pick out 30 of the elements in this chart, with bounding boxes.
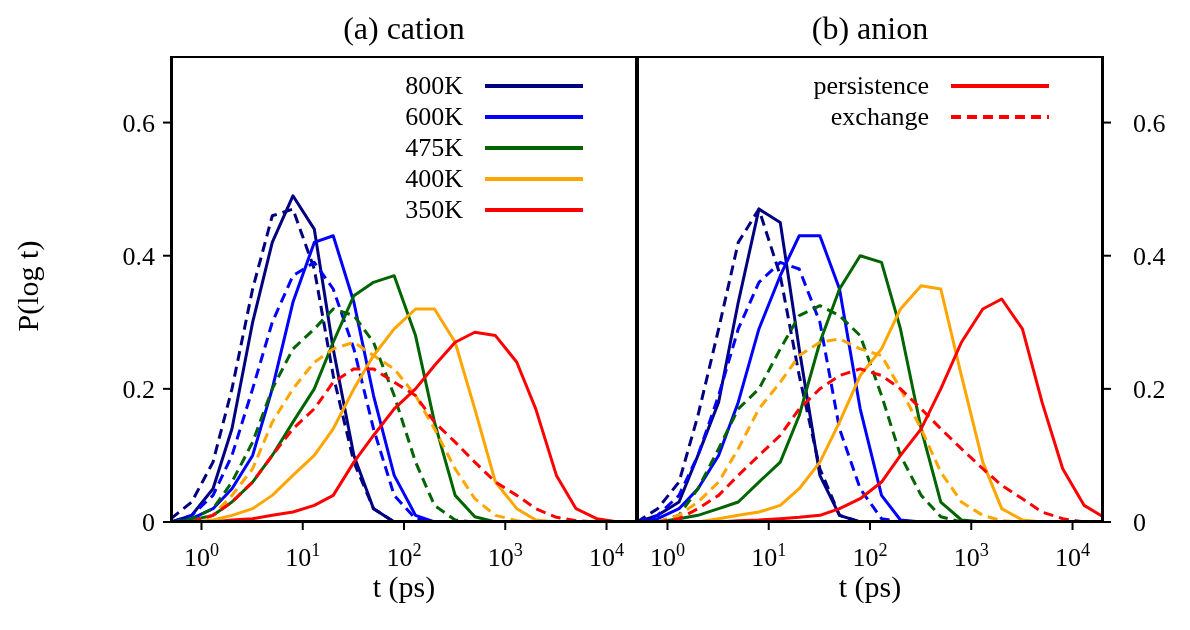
- y2-tick-label: 0.2: [1133, 374, 1166, 404]
- legend-label: exchange: [830, 101, 929, 132]
- x-tick-label: 10$^{1}$: [751, 540, 787, 572]
- x-tick-label: 10$^{2}$: [852, 540, 888, 572]
- x-tick-label: 10$^{2}$: [386, 540, 422, 572]
- y-tick-label: 0.6: [122, 108, 155, 138]
- x-axis-title: t (ps): [838, 570, 902, 603]
- y-axis-title: P(log t): [11, 239, 45, 334]
- y-tick-label: 0.4: [122, 241, 155, 271]
- chart-title: (b) anion: [810, 10, 930, 47]
- x-tick-label: 10$^{3}$: [953, 540, 989, 572]
- y2-tick-label: 0.6: [1133, 108, 1166, 138]
- x-tick-label: 10$^{0}$: [649, 540, 686, 572]
- legend-label: 800K: [405, 70, 463, 101]
- y2-tick-label: 0.4: [1133, 241, 1166, 271]
- y-tick-label: 0: [142, 508, 155, 537]
- legend-label: persistence: [813, 70, 929, 101]
- chart-title: (a) cation: [342, 10, 466, 47]
- x-tick-label: 10$^{4}$: [588, 540, 625, 572]
- x-tick-label: 10$^{1}$: [285, 540, 321, 572]
- x-tick-label: 10$^{3}$: [487, 540, 523, 572]
- y2-tick-label: 0: [1133, 508, 1146, 537]
- legend-label: 600K: [405, 101, 463, 132]
- legend-label: 400K: [405, 163, 463, 194]
- legend-label: 475K: [405, 132, 463, 163]
- x-tick-label: 10$^{4}$: [1054, 540, 1091, 572]
- y-tick-label: 0.2: [122, 374, 155, 404]
- legend-label: 350K: [405, 194, 463, 225]
- x-tick-label: 10$^{0}$: [183, 540, 220, 572]
- x-axis-title: t (ps): [372, 570, 436, 603]
